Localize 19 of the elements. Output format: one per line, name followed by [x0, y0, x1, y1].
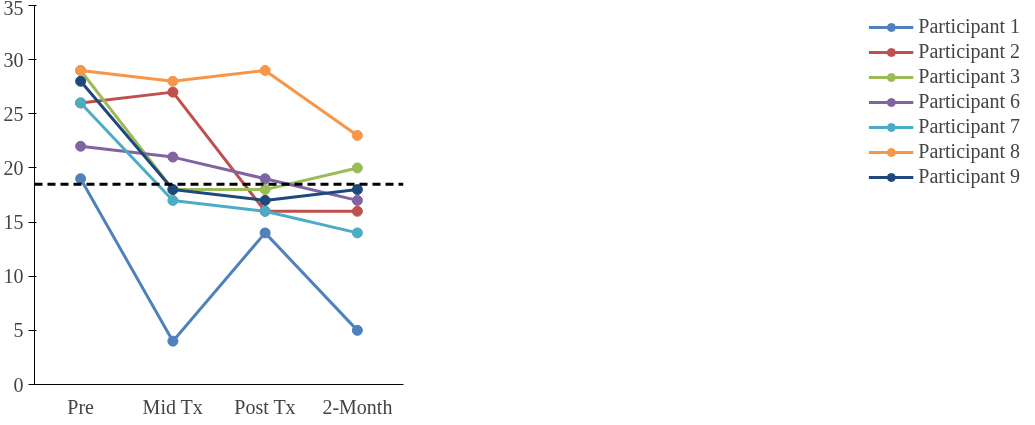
legend-label: Participant 3	[918, 65, 1020, 88]
x-tick-label: Post Tx	[234, 395, 296, 418]
legend-label: Participant 2	[918, 40, 1020, 63]
x-tick-label: Mid Tx	[142, 395, 203, 418]
x-tick-label: Pre	[67, 395, 95, 418]
y-tick-label: 30	[3, 48, 24, 71]
y-tick-label: 25	[3, 102, 24, 125]
legend-label: Participant 7	[918, 115, 1020, 138]
legend-label: Participant 9	[918, 165, 1020, 188]
y-tick-label: 35	[3, 0, 24, 19]
y-tick-label: 5	[13, 319, 24, 342]
y-tick-label: 10	[3, 265, 24, 288]
x-tick-label: 2-Month	[322, 395, 393, 418]
y-tick-label: 0	[13, 373, 24, 396]
legend-label: Participant 1	[918, 15, 1020, 38]
y-tick-label: 20	[3, 156, 24, 179]
legend-label: Participant 8	[918, 140, 1020, 163]
y-tick-label: 15	[3, 211, 24, 234]
legend-label: Participant 6	[918, 90, 1020, 113]
